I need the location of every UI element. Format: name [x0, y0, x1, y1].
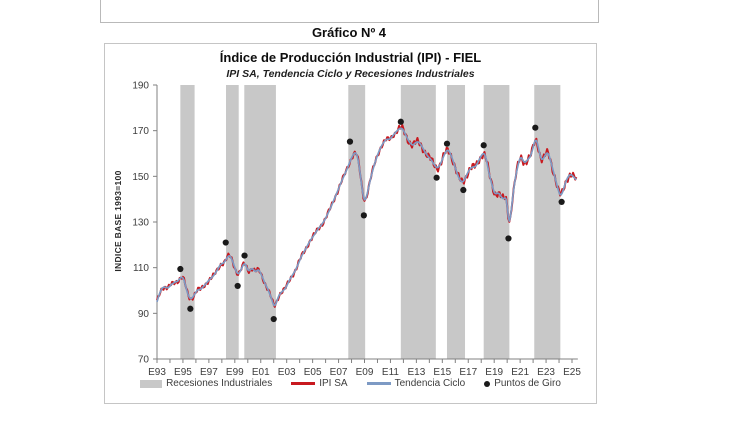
turning-point-dot: [222, 239, 229, 246]
turning-point-dot: [532, 124, 539, 131]
turning-point-dot: [241, 252, 248, 259]
y-tick-label: 150: [132, 172, 149, 183]
legend-item-ipi-sa: IPI SA: [291, 378, 348, 389]
x-tick-label: E07: [330, 367, 348, 378]
y-tick-label: 70: [138, 355, 150, 366]
recession-band: [225, 85, 239, 359]
turning-point-dot: [360, 212, 367, 219]
turning-point-dot: [505, 235, 512, 242]
recession-band: [244, 85, 276, 359]
legend-item-tendencia: Tendencia Ciclo: [366, 378, 466, 389]
x-tick-label: E93: [148, 367, 166, 378]
recession-band-swatch-icon: [140, 379, 163, 388]
legend-label: IPI SA: [319, 378, 348, 389]
recession-band: [534, 85, 561, 359]
x-tick-label: E15: [433, 367, 451, 378]
tendencia-ciclo-line: [156, 127, 577, 307]
turning-point-dot: [187, 305, 194, 312]
x-tick-label: E17: [459, 367, 477, 378]
y-tick-label: 170: [132, 126, 149, 137]
turning-point-dot: [397, 118, 404, 125]
x-tick-label: E01: [252, 367, 270, 378]
turning-point-dot: [460, 186, 467, 194]
turning-point-dot: [558, 198, 565, 206]
y-tick-label: 90: [138, 309, 150, 320]
legend-label: Recesiones Industriales: [166, 378, 273, 389]
turning-point-dot-swatch-icon: [484, 380, 491, 387]
x-tick-label: E09: [356, 367, 374, 378]
x-tick-label: E25: [563, 367, 581, 378]
legend-item-puntos: Puntos de Giro: [484, 378, 561, 389]
x-tick-label: E03: [278, 367, 296, 378]
x-tick-label: E13: [407, 367, 425, 378]
y-tick-label: 130: [132, 218, 149, 229]
legend-item-recesiones: Recesiones Industriales: [140, 378, 272, 389]
x-tick-label: E05: [304, 367, 322, 378]
chart-title: Índice de Producción Industrial (IPI) - …: [219, 50, 482, 65]
chart-legend: Recesiones Industriales IPI SA Tendencia…: [105, 378, 596, 389]
legend-label: Puntos de Giro: [494, 378, 561, 389]
x-tick-label: E23: [537, 367, 555, 378]
x-tick-label: E97: [200, 367, 218, 378]
recession-band: [348, 85, 366, 359]
ipi-sa-line-swatch-icon: [291, 382, 316, 385]
x-tick-label: E21: [511, 367, 529, 378]
turning-point-dot: [433, 174, 440, 181]
x-tick-label: E19: [485, 367, 503, 378]
figure-number-title: Gráfico Nº 4: [311, 25, 387, 40]
turning-point-dot: [177, 265, 184, 273]
y-tick-label: 190: [132, 81, 149, 92]
turning-point-dot: [346, 138, 354, 145]
turning-point-dot: [270, 315, 277, 323]
turning-point-dot: [443, 140, 451, 147]
y-tick-label: 110: [133, 263, 149, 274]
turning-point-dot: [234, 282, 241, 290]
recession-band: [483, 85, 510, 359]
cropped-frame-above: [100, 0, 599, 23]
x-tick-label: E95: [174, 367, 192, 378]
recession-band: [446, 85, 466, 359]
recession-band: [180, 85, 195, 359]
tendencia-line-swatch-icon: [366, 382, 391, 385]
recession-band: [400, 85, 436, 359]
plot-svg: 70 90 110 130 150 170 190 E93 E95 E97 E99 E01 E03 E05…: [132, 81, 581, 379]
chart-frame: Índice de Producción Industrial (IPI) - …: [104, 43, 597, 404]
turning-point-dot: [480, 142, 487, 149]
legend-label: Tendencia Ciclo: [394, 378, 466, 389]
x-tick-label: E99: [226, 367, 244, 378]
x-tick-label: E11: [382, 367, 399, 378]
chart-subtitle: IPI SA, Tendencia Ciclo y Recesiones Ind…: [226, 68, 475, 80]
